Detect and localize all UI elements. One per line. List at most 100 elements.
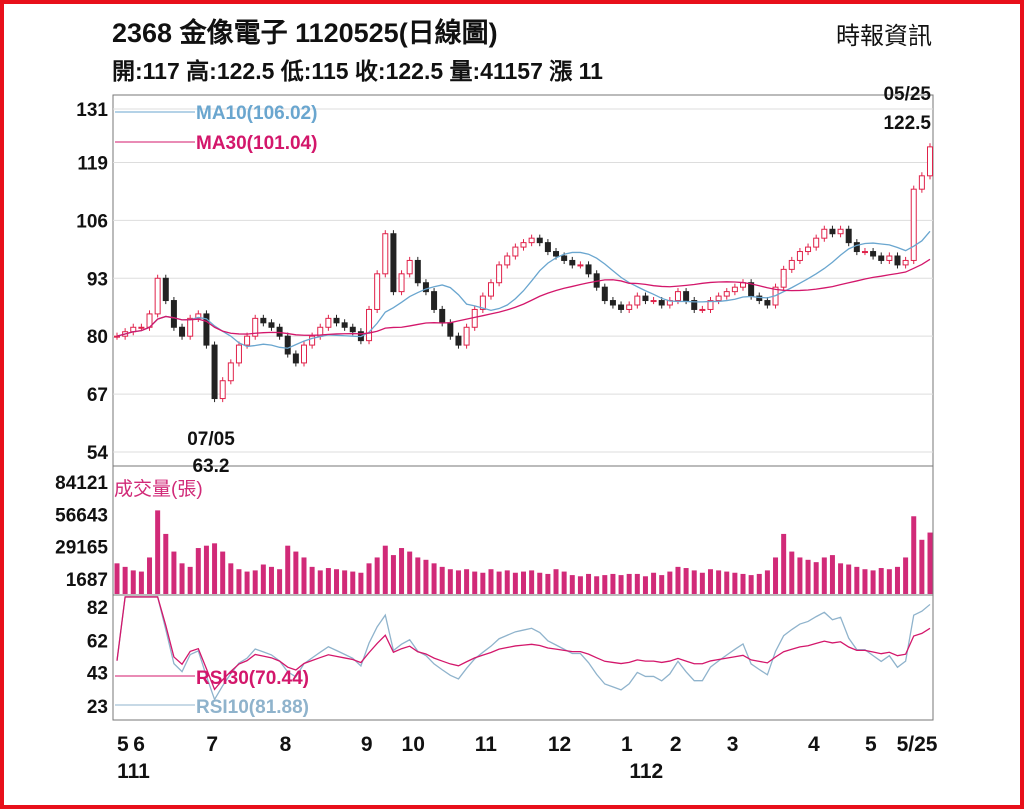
volume-bar — [179, 563, 185, 594]
volume-bar — [594, 576, 600, 594]
x-tick-label: 6 — [133, 733, 145, 756]
candle-body — [569, 259, 576, 266]
x-year-label: 111 — [117, 760, 150, 783]
candle-body — [439, 308, 446, 324]
candle-body — [252, 317, 259, 337]
volume-title: 成交量(張) — [114, 478, 203, 500]
volume-bar — [911, 516, 917, 594]
volume-bar — [317, 570, 323, 594]
candle-body — [715, 295, 722, 302]
candle-body — [187, 317, 194, 337]
volume-bar — [309, 566, 315, 594]
volume-bar — [382, 545, 388, 594]
candle-body — [431, 291, 438, 310]
volume-bar — [716, 570, 722, 594]
candle-body — [276, 326, 283, 337]
volume-bar — [813, 562, 819, 594]
candle-body — [179, 326, 186, 337]
candle-body — [577, 264, 584, 267]
candle-body — [487, 282, 494, 297]
volume-tick-label: 84121 — [55, 473, 108, 494]
ma30-legend: MA30(101.04) — [196, 133, 317, 154]
candle-body — [162, 277, 169, 302]
candle-body — [325, 317, 332, 328]
candle-body — [414, 259, 421, 284]
volume-bar — [838, 563, 844, 594]
candle-body — [731, 286, 738, 293]
candle-body — [650, 300, 657, 303]
high-value-annotation: 122.5 — [883, 113, 931, 134]
candle-body — [553, 251, 560, 257]
volume-bar — [423, 559, 429, 594]
candle-body — [780, 268, 787, 288]
volume-tick-label: 29165 — [55, 538, 108, 559]
candle-body — [796, 251, 803, 261]
price-tick-label: 80 — [87, 327, 108, 348]
candle-body — [170, 300, 177, 328]
candle-body — [512, 246, 519, 257]
volume-bar — [350, 571, 356, 594]
volume-bar — [821, 557, 827, 594]
volume-bar — [537, 572, 543, 594]
price-tick-label: 119 — [77, 153, 108, 174]
volume-bar — [325, 568, 331, 594]
volume-bar — [626, 573, 632, 594]
source-label: 時報資訊 — [836, 23, 932, 50]
candle-body — [447, 322, 454, 337]
volume-bar — [521, 571, 526, 594]
volume-bar — [553, 569, 559, 594]
volume-bar — [114, 563, 120, 594]
candle-body — [544, 242, 551, 253]
candle-body — [268, 322, 275, 328]
candle-body — [195, 313, 202, 319]
candle-body — [601, 286, 608, 302]
volume-bar — [155, 510, 161, 594]
candle-body — [203, 313, 210, 346]
volume-bar — [138, 571, 144, 594]
candle-body — [674, 291, 681, 302]
candle-body — [707, 300, 714, 310]
candle-body — [341, 322, 348, 328]
volume-bar — [699, 572, 705, 594]
candle-body — [292, 353, 299, 364]
volume-bar — [927, 532, 933, 594]
volume-bar — [472, 571, 478, 594]
rsi-tick-label: 43 — [87, 663, 108, 684]
candle-body — [691, 300, 698, 310]
volume-bar — [764, 570, 770, 594]
volume-bar — [415, 557, 421, 594]
candle-body — [390, 233, 397, 293]
candle-body — [520, 242, 527, 248]
price-tick-label: 131 — [76, 100, 108, 121]
x-year-label: 112 — [629, 760, 663, 783]
candle-body — [349, 326, 356, 333]
volume-bar — [147, 557, 153, 594]
volume-bar — [691, 570, 697, 594]
volume-bar — [805, 559, 811, 594]
candle-body — [764, 300, 771, 306]
candle-body — [870, 251, 877, 257]
volume-bar — [862, 569, 868, 594]
candle-body — [845, 228, 852, 244]
x-tick-label: 3 — [727, 733, 739, 756]
volume-bar — [894, 566, 900, 594]
candle-body — [219, 380, 226, 400]
x-tick-label: 8 — [280, 733, 292, 756]
volume-bar — [773, 557, 779, 594]
candle-body — [626, 304, 633, 310]
volume-bar — [577, 576, 583, 594]
volume-bar — [447, 569, 453, 594]
chart-title: 2368 金像電子 1120525(日線圖) — [112, 17, 498, 48]
candle-body — [235, 344, 242, 364]
rsi-tick-label: 23 — [87, 697, 108, 718]
candle-body — [699, 308, 706, 311]
candle-body — [561, 255, 568, 261]
volume-bar — [399, 548, 405, 594]
candle-body — [422, 282, 429, 293]
candle-body — [382, 233, 389, 275]
volume-bar — [122, 566, 128, 594]
volume-bar — [846, 564, 852, 594]
volume-bar — [797, 557, 803, 594]
rsi-panel — [112, 594, 934, 721]
high-date-annotation: 05/25 — [883, 84, 931, 105]
